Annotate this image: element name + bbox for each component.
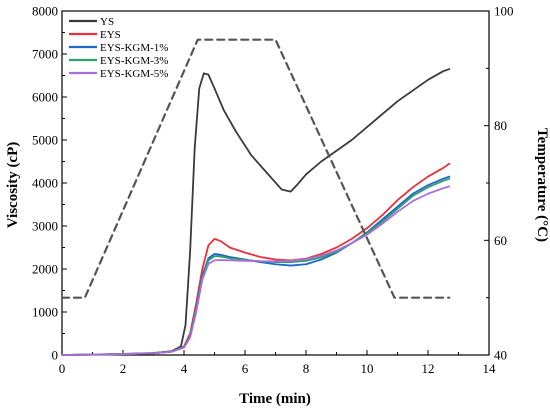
x-tick-label: 14 (483, 361, 497, 376)
y-left-tick-label: 8000 (32, 4, 58, 19)
legend-label: EYS-KGM-5% (100, 68, 168, 80)
y-right-tick-label: 40 (494, 348, 507, 363)
y-right-tick-label: 100 (494, 4, 514, 19)
y-left-axis-title: Viscosity (cP) (5, 142, 21, 229)
y-left-tick-label: 6000 (32, 90, 58, 105)
series-line-temperature (60, 38, 451, 299)
x-axis: 0 2 4 6 8 10 12 14 (59, 350, 496, 376)
legend-label: YS (100, 16, 114, 28)
legend-label: EYS-KGM-1% (100, 42, 168, 54)
y-right-axis-title: Temperature (°C) (534, 128, 550, 242)
y-left-tick-label: 2000 (32, 262, 58, 277)
series-line-eys (61, 162, 451, 356)
x-tick-label: 2 (120, 361, 127, 376)
x-axis-title: Time (min) (239, 391, 311, 407)
series-line-eys-kgm-1 (61, 175, 451, 356)
x-tick-label: 0 (59, 361, 66, 376)
y-left-tick-label: 3000 (32, 219, 58, 234)
y-left-tick-label: 7000 (32, 47, 58, 62)
x-tick-label: 6 (242, 361, 249, 376)
y-right-axis: 40 60 80 100 (484, 4, 514, 363)
y-left-tick-label: 1000 (32, 305, 58, 320)
series-line-ys (61, 68, 451, 356)
x-tick-label: 4 (181, 361, 188, 376)
y-left-axis: 0 1000 2000 3000 4000 5000 6000 7000 8000 (32, 4, 67, 363)
series-line-eys-kgm-5 (61, 185, 451, 356)
x-tick-label: 12 (422, 361, 435, 376)
y-left-tick-label: 4000 (32, 176, 58, 191)
y-right-tick-label: 60 (494, 233, 507, 248)
y-left-tick-label: 0 (52, 348, 59, 363)
y-left-tick-label: 5000 (32, 133, 58, 148)
x-tick-label: 10 (361, 361, 374, 376)
x-tick-label: 8 (303, 361, 310, 376)
y-right-tick-label: 80 (494, 118, 507, 133)
legend-label: EYS-KGM-3% (100, 55, 168, 67)
series-layer (60, 38, 451, 356)
legend-label: EYS (100, 29, 121, 41)
